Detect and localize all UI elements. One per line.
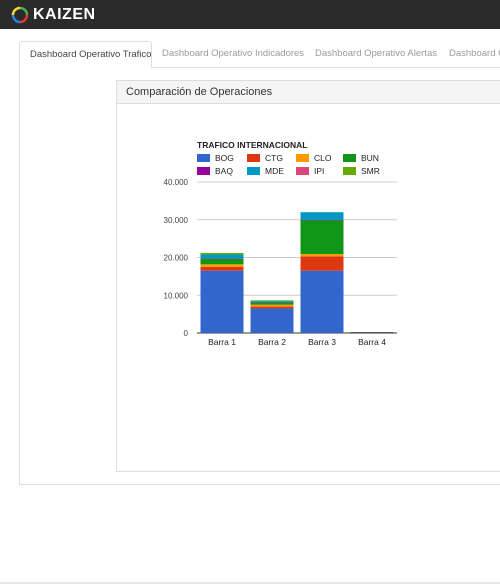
tab-panel bbox=[19, 67, 500, 485]
footer-divider bbox=[0, 582, 500, 584]
card-title: Comparación de Operaciones bbox=[117, 81, 500, 104]
logo-text: KAIZEN bbox=[33, 6, 96, 23]
kaizen-logo-icon bbox=[11, 6, 29, 24]
tab-dashboard-alertas[interactable]: Dashboard Operativo Alertas bbox=[315, 48, 437, 59]
tab-bar: Dashboard Operativo Trafico Dashboard Op… bbox=[19, 41, 500, 68]
top-navbar: KAIZEN bbox=[0, 0, 500, 29]
tab-dashboard-trafico[interactable]: Dashboard Operativo Trafico bbox=[19, 41, 152, 68]
tab-dashboard-indicadores[interactable]: Dashboard Operativo Indicadores bbox=[162, 48, 305, 59]
kaizen-logo[interactable]: KAIZEN bbox=[10, 6, 96, 24]
tab-dashboard-overflow[interactable]: Dashboard O bbox=[449, 48, 500, 59]
operations-card: Comparación de Operaciones bbox=[116, 80, 500, 472]
